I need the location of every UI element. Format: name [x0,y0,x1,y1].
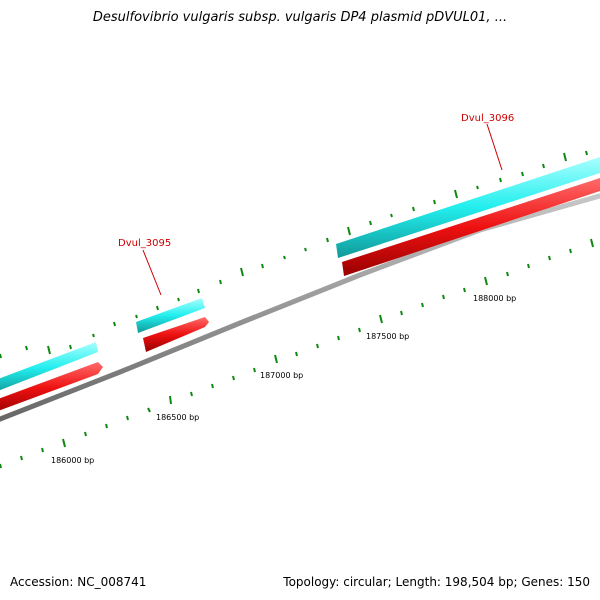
forward-strand-track [0,157,600,394]
accession-label: Accession: NC_008741 [10,575,147,589]
gene-feature-forward[interactable] [336,157,600,258]
gene-feature-forward[interactable] [136,298,205,333]
map-title: Desulfovibrio vulgaris subsp. vulgaris D… [92,10,508,25]
gene-label-leader [142,249,162,296]
upper-tick-row [0,150,588,359]
ruler-label: 186500 bp [156,413,199,422]
gene-feature-reverse[interactable] [342,178,600,276]
ruler-label: 187000 bp [260,371,303,380]
gene-label-leader [486,123,503,171]
ruler-label: 186000 bp [51,456,94,465]
gene-feature-reverse[interactable] [0,362,103,414]
gene-label[interactable]: Dvul_3096 [461,113,514,124]
plasmid-backbone [0,193,600,422]
gene-label[interactable]: Dvul_3095 [118,238,171,249]
lower-tick-row [0,238,594,469]
gene-feature-forward[interactable] [0,342,98,394]
ruler-label: 187500 bp [366,332,409,341]
ruler-label: 188000 bp [473,294,516,303]
gene-feature-reverse[interactable] [143,317,209,352]
summary-label: Topology: circular; Length: 198,504 bp; … [283,575,590,589]
reverse-strand-track [0,178,600,414]
